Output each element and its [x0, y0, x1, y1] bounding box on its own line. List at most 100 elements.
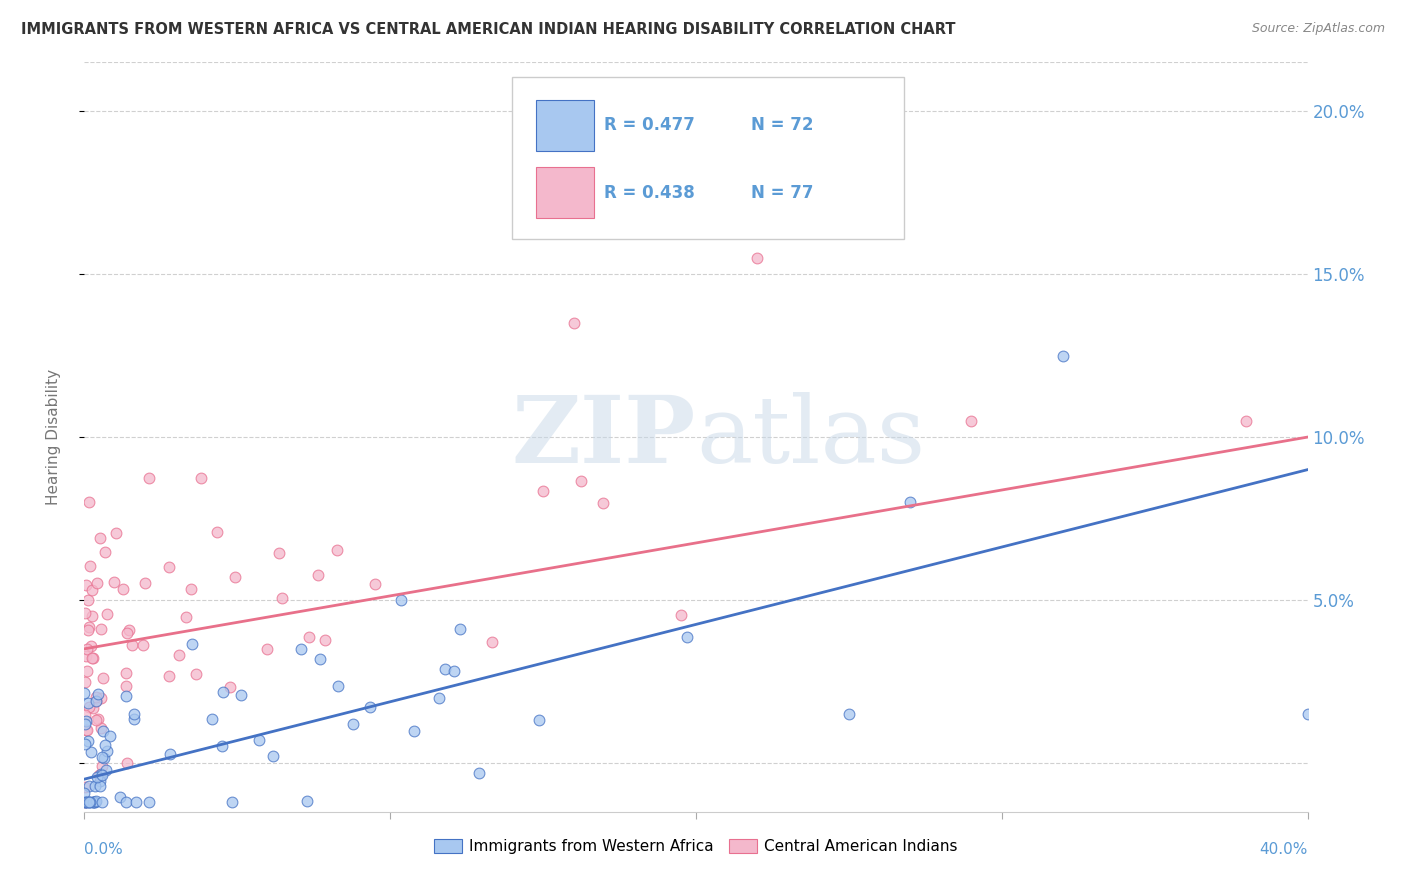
Point	[224, 570, 246, 584]
Point	[533, 484, 555, 499]
Text: N = 77: N = 77	[751, 184, 814, 202]
Point	[391, 593, 413, 607]
Point	[124, 712, 146, 726]
Text: Source: ZipAtlas.com: Source: ZipAtlas.com	[1251, 22, 1385, 36]
Point	[247, 733, 270, 747]
Point	[342, 717, 364, 731]
Point	[89, 531, 111, 545]
Point	[75, 723, 97, 737]
Point	[592, 496, 614, 510]
Point	[114, 795, 136, 809]
Text: N = 72: N = 72	[751, 116, 814, 135]
Point	[94, 763, 117, 777]
Point	[169, 648, 191, 662]
Point	[87, 712, 110, 726]
Point	[1296, 706, 1319, 721]
Point	[90, 690, 112, 705]
Point	[267, 546, 290, 560]
Point	[82, 795, 104, 809]
Point	[181, 637, 204, 651]
Point	[669, 607, 692, 622]
Point	[134, 576, 156, 591]
Point	[77, 733, 100, 747]
Point	[90, 749, 112, 764]
Point	[838, 219, 860, 233]
Point	[115, 679, 138, 693]
Point	[73, 686, 96, 700]
Point	[1052, 349, 1074, 363]
Point	[325, 543, 347, 558]
Point	[103, 575, 125, 590]
Point	[115, 666, 138, 681]
Point	[270, 591, 292, 606]
Point	[98, 729, 121, 743]
Point	[427, 691, 450, 706]
Point	[80, 650, 103, 665]
Point	[86, 770, 108, 784]
Point	[86, 694, 108, 708]
Point	[79, 559, 101, 574]
Point	[138, 470, 160, 484]
Point	[89, 774, 111, 789]
Point	[132, 638, 155, 652]
Point	[84, 713, 107, 727]
Point	[114, 689, 136, 703]
Point	[105, 525, 128, 540]
Point	[73, 606, 96, 620]
Point	[122, 706, 145, 721]
Point	[77, 495, 100, 509]
Point	[190, 470, 212, 484]
Point	[90, 795, 112, 809]
Text: atlas: atlas	[696, 392, 925, 482]
Point	[80, 582, 103, 597]
Text: 0.0%: 0.0%	[84, 842, 124, 857]
Point	[529, 713, 551, 727]
Point	[449, 623, 471, 637]
Point	[80, 745, 103, 759]
Point	[82, 795, 104, 809]
Point	[359, 699, 381, 714]
Point	[83, 780, 105, 794]
Point	[90, 622, 112, 636]
Point	[960, 414, 983, 428]
Point	[898, 495, 921, 509]
Point	[159, 747, 181, 761]
Point	[86, 575, 108, 590]
Point	[295, 794, 318, 808]
Point	[118, 623, 141, 637]
Point	[75, 795, 97, 809]
Point	[211, 739, 233, 754]
Point	[73, 717, 96, 731]
Point	[201, 712, 224, 726]
Point	[87, 768, 110, 782]
Point	[290, 642, 312, 657]
Point	[364, 577, 387, 591]
Point	[180, 582, 202, 596]
Point	[84, 693, 107, 707]
Point	[571, 474, 593, 488]
Point	[256, 642, 278, 657]
Point	[75, 795, 97, 809]
Point	[84, 690, 107, 704]
Point	[80, 608, 103, 623]
Point	[75, 795, 97, 809]
Point	[157, 669, 180, 683]
Point	[77, 592, 100, 607]
Point	[221, 795, 243, 809]
Text: 40.0%: 40.0%	[1260, 842, 1308, 857]
Point	[77, 624, 100, 638]
Point	[676, 630, 699, 644]
Point	[262, 749, 284, 764]
Point	[186, 667, 208, 681]
Point	[211, 685, 233, 699]
Legend: Immigrants from Western Africa, Central American Indians: Immigrants from Western Africa, Central …	[427, 832, 965, 860]
Point	[298, 630, 321, 644]
Point	[91, 758, 114, 772]
FancyBboxPatch shape	[513, 78, 904, 238]
Point	[307, 568, 329, 582]
FancyBboxPatch shape	[536, 100, 595, 151]
Point	[76, 723, 98, 737]
Point	[838, 706, 860, 721]
Point	[138, 795, 160, 809]
Point	[94, 545, 117, 559]
